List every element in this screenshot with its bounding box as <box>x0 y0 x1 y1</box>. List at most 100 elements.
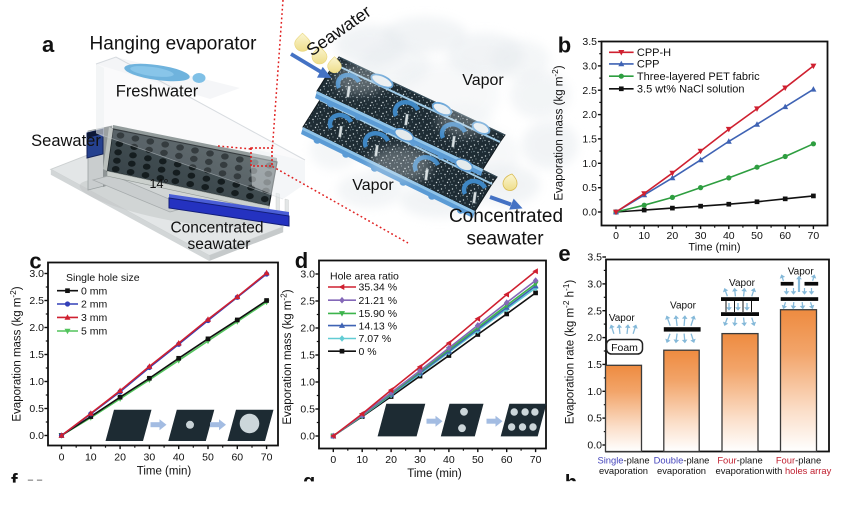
svg-text:evaporation: evaporation <box>716 465 765 476</box>
svg-text:CPP: CPP <box>637 59 660 71</box>
svg-text:0: 0 <box>330 454 336 466</box>
svg-text:1.0: 1.0 <box>300 377 315 389</box>
svg-text:3.0: 3.0 <box>587 279 602 291</box>
svg-text:70: 70 <box>261 452 273 464</box>
svg-text:e: e <box>558 241 570 266</box>
svg-text:1.5: 1.5 <box>29 349 44 361</box>
svg-text:0.0: 0.0 <box>582 207 597 219</box>
svg-text:1.5: 1.5 <box>300 350 315 362</box>
svg-text:Time (min): Time (min) <box>137 466 192 478</box>
svg-text:d: d <box>295 248 308 273</box>
svg-text:seawater: seawater <box>188 236 251 253</box>
svg-text:10: 10 <box>85 452 97 464</box>
svg-text:20: 20 <box>385 454 397 466</box>
svg-text:Time (min): Time (min) <box>407 468 462 480</box>
svg-text:0 %: 0 % <box>359 346 377 358</box>
svg-text:40: 40 <box>173 452 185 464</box>
svg-text:50: 50 <box>472 454 484 466</box>
svg-text:0.5: 0.5 <box>582 182 597 194</box>
svg-text:Evaporation mass (kg m-2): Evaporation mass (kg m-2) <box>279 289 294 424</box>
svg-text:2.5: 2.5 <box>587 305 602 317</box>
svg-text:0.5: 0.5 <box>29 403 44 415</box>
svg-text:Evaporation mass (kg m-2): Evaporation mass (kg m-2) <box>550 65 565 200</box>
svg-text:35.34 %: 35.34 % <box>359 282 398 294</box>
svg-text:Vapor: Vapor <box>729 278 756 289</box>
svg-text:evaporation: evaporation <box>599 465 648 476</box>
svg-text:3 mm: 3 mm <box>81 312 108 324</box>
svg-text:3.5: 3.5 <box>582 36 597 48</box>
svg-text:10: 10 <box>356 454 368 466</box>
svg-text:60: 60 <box>779 230 791 242</box>
svg-text:2.5: 2.5 <box>300 296 315 308</box>
svg-text:Three-layered PET fabric: Three-layered PET fabric <box>637 71 760 83</box>
svg-text:Single-plane: Single-plane <box>597 454 649 465</box>
svg-text:2.0: 2.0 <box>29 322 44 334</box>
svg-text:Concentrated: Concentrated <box>449 206 563 227</box>
svg-text:30: 30 <box>695 230 707 242</box>
svg-text:2.0: 2.0 <box>300 323 315 335</box>
svg-text:Hanging evaporator: Hanging evaporator <box>90 34 258 55</box>
svg-text:20: 20 <box>114 452 126 464</box>
svg-text:1.0: 1.0 <box>582 158 597 170</box>
svg-text:Vapor: Vapor <box>788 266 815 277</box>
svg-text:10: 10 <box>638 230 650 242</box>
svg-text:14.13 %: 14.13 % <box>359 320 398 332</box>
svg-text:Hole area ratio: Hole area ratio <box>330 270 399 282</box>
svg-text:2.5: 2.5 <box>582 85 597 97</box>
svg-text:15.90 %: 15.90 % <box>359 308 398 320</box>
svg-text:Vapor: Vapor <box>609 313 636 324</box>
svg-text:3.0: 3.0 <box>300 269 315 281</box>
svg-text:Vapor: Vapor <box>462 72 504 89</box>
svg-text:f: f <box>11 471 18 493</box>
svg-text:a: a <box>42 32 55 57</box>
svg-text:2 mm: 2 mm <box>81 299 108 311</box>
svg-text:3.5 wt% NaCl solution: 3.5 wt% NaCl solution <box>637 84 745 96</box>
svg-text:Seawater: Seawater <box>31 132 101 150</box>
svg-text:3.0: 3.0 <box>29 268 44 280</box>
svg-text:c: c <box>29 249 41 274</box>
svg-text:0.5: 0.5 <box>587 413 602 425</box>
svg-text:Vapor: Vapor <box>352 177 394 194</box>
svg-text:Vapor: Vapor <box>670 301 697 312</box>
svg-text:0.0: 0.0 <box>29 430 44 442</box>
svg-text:with holes array: with holes array <box>765 465 832 476</box>
svg-text:50: 50 <box>202 452 214 464</box>
svg-text:40: 40 <box>723 230 735 242</box>
svg-text:1.5: 1.5 <box>582 134 597 146</box>
svg-text:2.0: 2.0 <box>587 332 602 344</box>
svg-text:60: 60 <box>501 454 513 466</box>
svg-text:Freshwater: Freshwater <box>116 83 199 101</box>
svg-text:0.0: 0.0 <box>587 440 602 452</box>
svg-text:0: 0 <box>59 452 65 464</box>
svg-text:Foam: Foam <box>611 342 638 354</box>
svg-text:Evaporation mass (kg m-2): Evaporation mass (kg m-2) <box>8 286 23 421</box>
svg-text:14°: 14° <box>150 177 169 191</box>
svg-text:seawater: seawater <box>466 229 544 250</box>
svg-text:21.21 %: 21.21 % <box>359 295 398 307</box>
svg-text:b: b <box>558 33 571 58</box>
svg-text:2.5: 2.5 <box>29 295 44 307</box>
svg-text:0.0: 0.0 <box>300 431 315 443</box>
svg-text:2.0: 2.0 <box>582 109 597 121</box>
svg-text:20: 20 <box>667 230 679 242</box>
svg-text:0: 0 <box>613 230 619 242</box>
svg-text:70: 70 <box>530 454 542 466</box>
svg-text:0.5: 0.5 <box>300 404 315 416</box>
svg-text:1.0: 1.0 <box>587 386 602 398</box>
svg-text:3.0: 3.0 <box>582 61 597 73</box>
svg-text:1.5: 1.5 <box>587 359 602 371</box>
svg-text:1.0: 1.0 <box>29 376 44 388</box>
svg-text:50: 50 <box>751 230 763 242</box>
svg-text:Single hole size: Single hole size <box>66 272 140 284</box>
svg-text:60: 60 <box>231 452 243 464</box>
svg-text:Four-plane: Four-plane <box>776 454 821 465</box>
svg-text:7.07 %: 7.07 % <box>359 333 392 345</box>
svg-text:70: 70 <box>808 230 820 242</box>
svg-text:Evaporation rate (kg m-2 h-1): Evaporation rate (kg m-2 h-1) <box>561 280 576 425</box>
svg-text:Four-plane: Four-plane <box>717 454 762 465</box>
svg-text:CPP-H: CPP-H <box>637 47 671 59</box>
svg-text:3.5: 3.5 <box>587 252 602 264</box>
svg-text:Concentrated: Concentrated <box>170 220 263 237</box>
svg-text:Time (min): Time (min) <box>688 242 740 254</box>
svg-text:evaporation: evaporation <box>657 465 706 476</box>
